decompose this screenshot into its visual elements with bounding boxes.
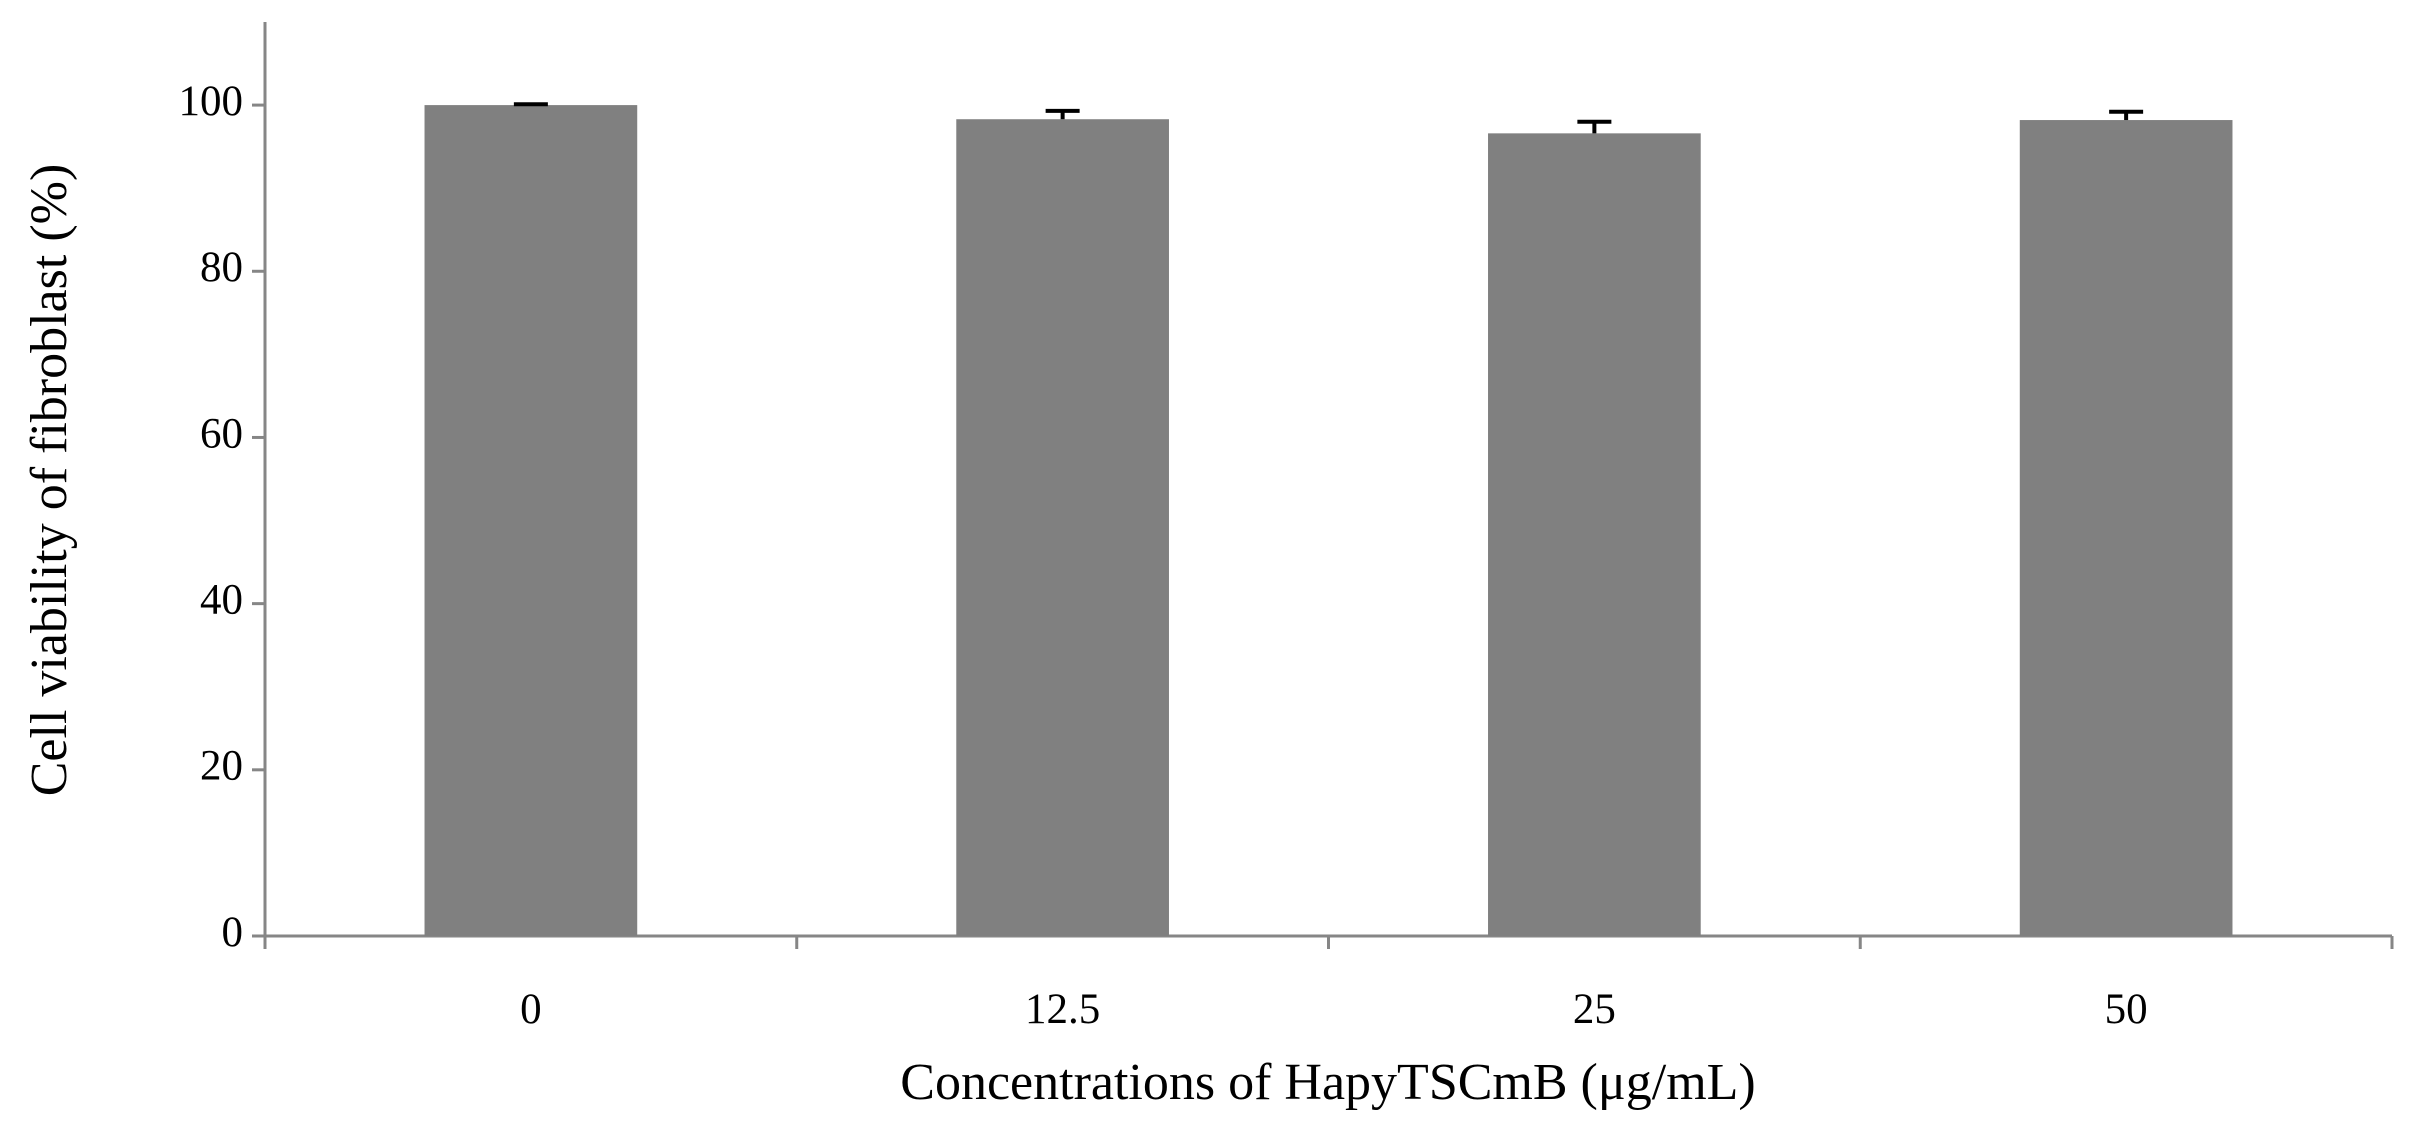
error-bar <box>513 102 548 107</box>
y-tick-label: 40 <box>200 577 243 624</box>
y-axis-title: Cell viability of fibroblast (%) <box>21 164 78 797</box>
bar <box>2019 120 2233 937</box>
y-tick-label: 20 <box>200 743 243 790</box>
bar <box>424 105 638 936</box>
x-axis-title: Concentrations of HapyTSCmB (μg/mL) <box>900 1054 1755 1111</box>
y-tick-label: 100 <box>179 78 244 125</box>
error-bar <box>1045 108 1080 120</box>
bar <box>956 119 1169 936</box>
x-tick-label: 12.5 <box>1025 986 1100 1033</box>
error-bar <box>1577 119 1612 134</box>
x-tick-label: 50 <box>2105 986 2148 1033</box>
x-tick-label: 0 <box>520 986 542 1033</box>
y-tick-label: 0 <box>222 909 244 956</box>
y-tick-label: 80 <box>200 244 243 291</box>
error-bar <box>2109 109 2144 121</box>
bar <box>1488 133 1701 937</box>
y-tick-label: 60 <box>200 410 243 457</box>
x-tick-label: 25 <box>1573 986 1616 1033</box>
